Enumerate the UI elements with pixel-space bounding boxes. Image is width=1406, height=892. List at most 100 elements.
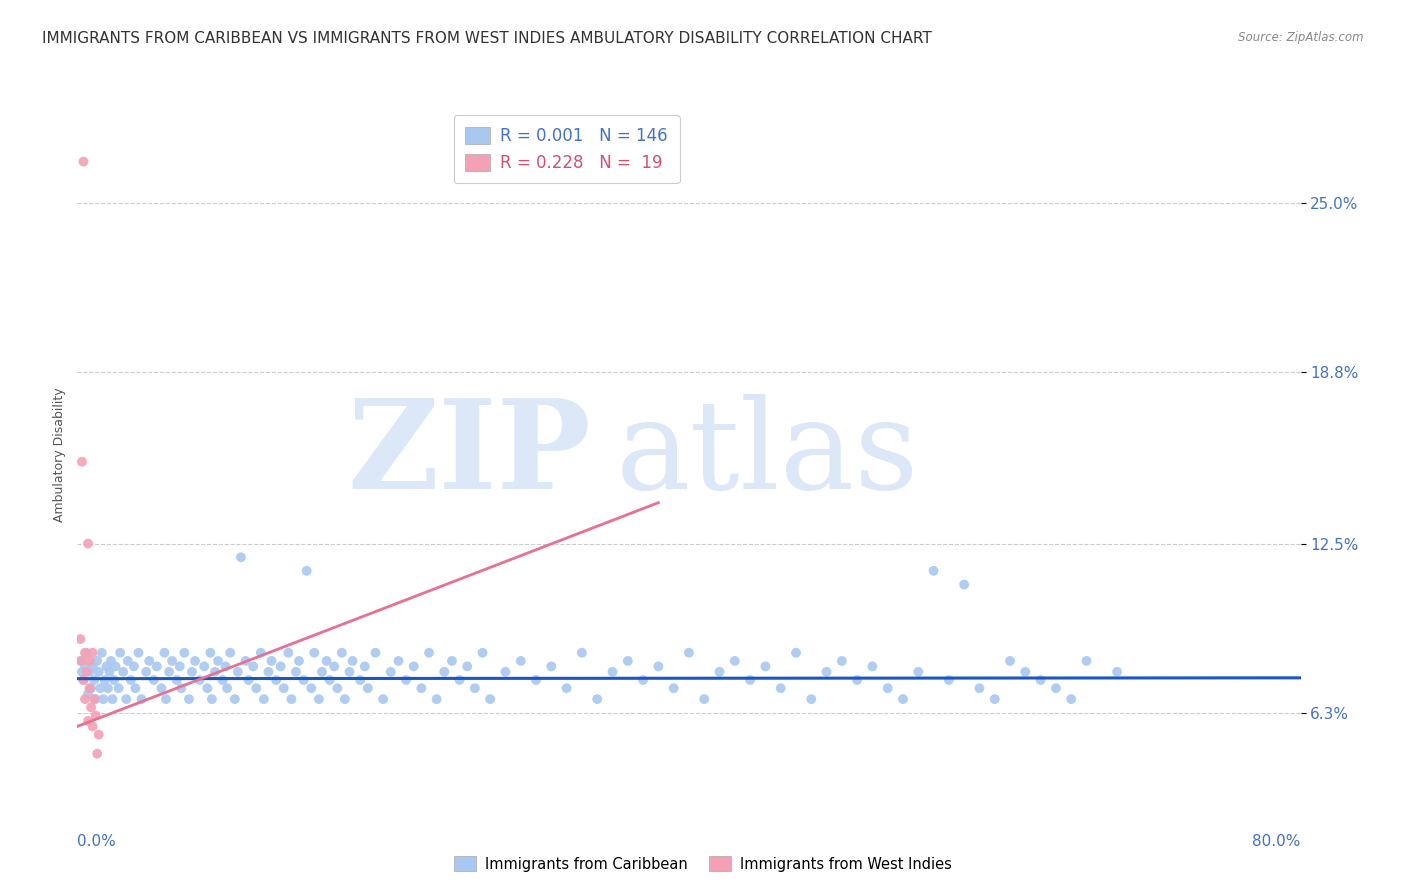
Point bbox=[104, 659, 127, 673]
Point bbox=[984, 692, 1007, 706]
Point bbox=[120, 673, 142, 687]
Point bbox=[204, 665, 226, 679]
Point bbox=[353, 659, 375, 673]
Point bbox=[219, 646, 242, 660]
Point bbox=[273, 681, 295, 696]
Point bbox=[72, 673, 94, 687]
Point bbox=[83, 692, 105, 706]
Point bbox=[364, 646, 387, 660]
Point bbox=[96, 659, 118, 673]
Point bbox=[82, 646, 104, 660]
Legend: R = 0.001   N = 146, R = 0.228   N =  19: R = 0.001 N = 146, R = 0.228 N = 19 bbox=[454, 115, 679, 184]
Point bbox=[862, 659, 884, 673]
Point bbox=[229, 550, 252, 565]
Point bbox=[103, 673, 125, 687]
Point bbox=[217, 681, 239, 696]
Point bbox=[72, 154, 94, 169]
Point bbox=[349, 673, 371, 687]
Point bbox=[235, 654, 257, 668]
Point bbox=[181, 665, 204, 679]
Point bbox=[193, 659, 215, 673]
Point bbox=[80, 700, 103, 714]
Legend: Immigrants from Caribbean, Immigrants from West Indies: Immigrants from Caribbean, Immigrants fr… bbox=[449, 850, 957, 878]
Point bbox=[270, 659, 292, 673]
Point bbox=[257, 665, 280, 679]
Point bbox=[76, 646, 98, 660]
Point bbox=[524, 673, 547, 687]
Point bbox=[108, 646, 131, 660]
Point bbox=[238, 673, 260, 687]
Point bbox=[299, 681, 322, 696]
Point bbox=[785, 646, 807, 660]
Point bbox=[311, 665, 333, 679]
Point bbox=[214, 659, 236, 673]
Point bbox=[1045, 681, 1067, 696]
Point bbox=[253, 692, 276, 706]
Point bbox=[371, 692, 394, 706]
Point bbox=[101, 692, 124, 706]
Point bbox=[540, 659, 562, 673]
Point bbox=[724, 654, 747, 668]
Point bbox=[380, 665, 402, 679]
Point bbox=[800, 692, 823, 706]
Point bbox=[87, 728, 110, 742]
Point bbox=[90, 646, 112, 660]
Point bbox=[815, 665, 838, 679]
Point bbox=[91, 692, 114, 706]
Point bbox=[1060, 692, 1083, 706]
Point bbox=[73, 646, 96, 660]
Point bbox=[117, 654, 139, 668]
Point bbox=[184, 654, 207, 668]
Point bbox=[907, 665, 929, 679]
Point bbox=[173, 646, 195, 660]
Point bbox=[617, 654, 640, 668]
Point bbox=[740, 673, 762, 687]
Point bbox=[330, 646, 353, 660]
Point bbox=[709, 665, 731, 679]
Point bbox=[277, 646, 299, 660]
Point bbox=[292, 673, 315, 687]
Point bbox=[211, 673, 233, 687]
Point bbox=[509, 654, 531, 668]
Point bbox=[471, 646, 494, 660]
Point bbox=[124, 681, 146, 696]
Point bbox=[100, 654, 122, 668]
Point bbox=[169, 659, 191, 673]
Point bbox=[127, 646, 149, 660]
Point bbox=[602, 665, 624, 679]
Point bbox=[86, 654, 108, 668]
Point bbox=[922, 564, 945, 578]
Point bbox=[79, 665, 101, 679]
Text: 80.0%: 80.0% bbox=[1253, 834, 1301, 848]
Point bbox=[440, 654, 463, 668]
Point bbox=[245, 681, 267, 696]
Point bbox=[315, 654, 337, 668]
Point bbox=[170, 681, 193, 696]
Point bbox=[418, 646, 440, 660]
Point bbox=[647, 659, 669, 673]
Point bbox=[953, 577, 976, 591]
Point bbox=[323, 659, 346, 673]
Point bbox=[157, 665, 180, 679]
Text: atlas: atlas bbox=[616, 394, 920, 516]
Point bbox=[153, 646, 176, 660]
Text: 0.0%: 0.0% bbox=[77, 834, 117, 848]
Point bbox=[387, 654, 409, 668]
Point bbox=[285, 665, 308, 679]
Point bbox=[80, 681, 103, 696]
Point bbox=[122, 659, 145, 673]
Point bbox=[464, 681, 486, 696]
Point bbox=[402, 659, 425, 673]
Point bbox=[280, 692, 302, 706]
Point bbox=[891, 692, 914, 706]
Point bbox=[166, 673, 188, 687]
Point bbox=[70, 665, 93, 679]
Point bbox=[846, 673, 869, 687]
Text: IMMIGRANTS FROM CARIBBEAN VS IMMIGRANTS FROM WEST INDIES AMBULATORY DISABILITY C: IMMIGRANTS FROM CARIBBEAN VS IMMIGRANTS … bbox=[42, 31, 932, 46]
Point bbox=[938, 673, 960, 687]
Point bbox=[449, 673, 471, 687]
Point bbox=[73, 659, 96, 673]
Text: ZIP: ZIP bbox=[347, 394, 591, 516]
Point bbox=[82, 659, 104, 673]
Point bbox=[87, 665, 110, 679]
